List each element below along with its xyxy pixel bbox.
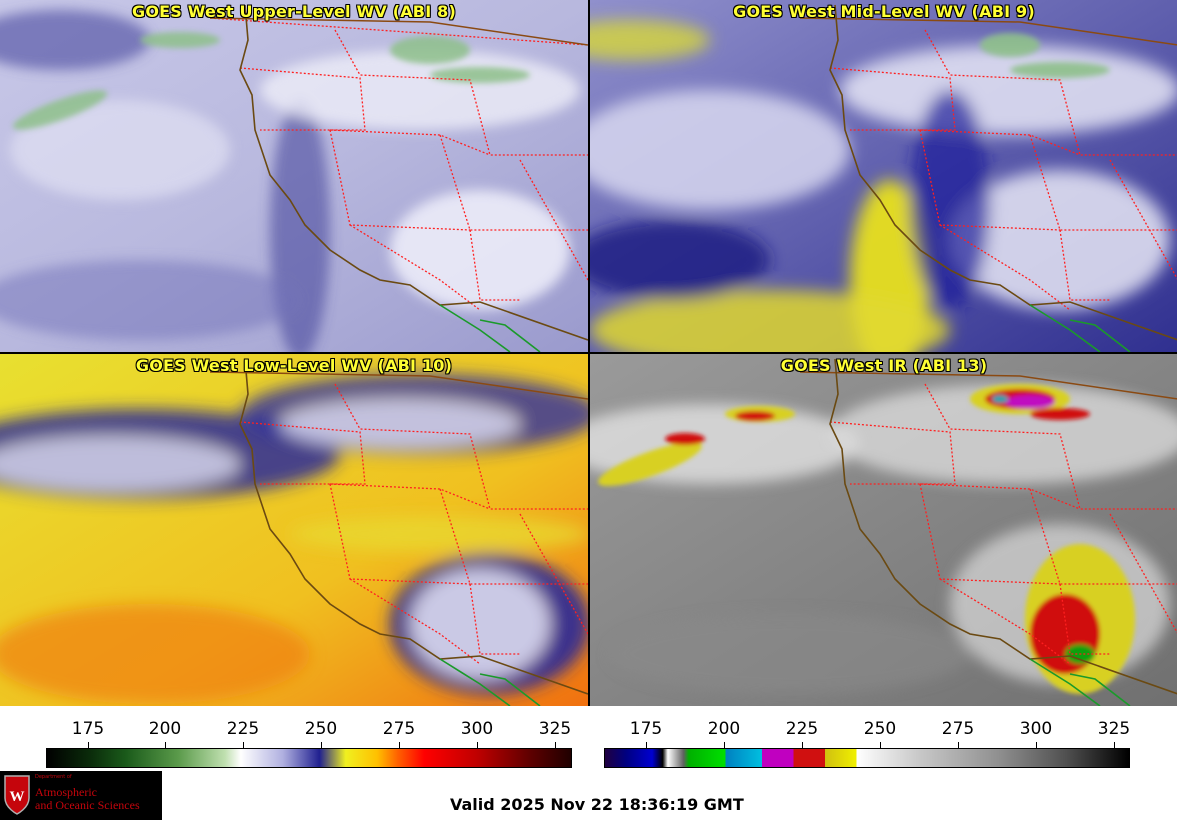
ir-colorbar: 175 200 225 250 275 300 325 bbox=[604, 712, 1134, 772]
uw-crest-icon: W bbox=[4, 775, 30, 815]
upper-level-wv-panel: GOES West Upper-Level WV (ABI 8) bbox=[0, 0, 588, 352]
low-level-wv-image bbox=[0, 354, 588, 706]
panel-divider bbox=[0, 352, 1177, 354]
valid-time-label: Valid 2025 Nov 22 18:36:19 GMT bbox=[450, 795, 744, 814]
mid-level-wv-panel: GOES West Mid-Level WV (ABI 9) bbox=[590, 0, 1177, 352]
colorbar-tick-label: 175 bbox=[71, 719, 105, 739]
colorbar-tick-label: 175 bbox=[629, 719, 663, 739]
colorbar-tick-label: 200 bbox=[707, 719, 741, 739]
colorbar-tick-label: 250 bbox=[304, 719, 338, 739]
mid-level-wv-image bbox=[590, 0, 1177, 352]
low-level-wv-panel: GOES West Low-Level WV (ABI 10) bbox=[0, 354, 588, 706]
uw-aos-logo: W Department of Atmospheric and Oceanic … bbox=[0, 771, 162, 820]
colorbar-tick-label: 200 bbox=[148, 719, 182, 739]
logo-name-text: Atmospheric and Oceanic Sciences bbox=[35, 785, 140, 812]
wv-color-scale bbox=[46, 748, 572, 768]
colorbar-tick-label: 325 bbox=[1097, 719, 1131, 739]
colorbar-tick-label: 300 bbox=[1019, 719, 1053, 739]
colorbar-tick-label: 275 bbox=[382, 719, 416, 739]
upper-level-wv-image bbox=[0, 0, 588, 352]
panel-title: GOES West Mid-Level WV (ABI 9) bbox=[733, 2, 1035, 21]
wv-colorbar: 175 200 225 250 275 300 325 bbox=[46, 712, 576, 772]
ir-color-scale bbox=[604, 748, 1130, 768]
logo-dept-text: Department of bbox=[35, 774, 72, 780]
svg-text:W: W bbox=[10, 789, 25, 805]
panel-title: GOES West Upper-Level WV (ABI 8) bbox=[132, 2, 456, 21]
ir-image bbox=[590, 354, 1177, 706]
colorbar-tick-label: 225 bbox=[226, 719, 260, 739]
colorbar-tick-label: 300 bbox=[460, 719, 494, 739]
colorbar-tick-label: 225 bbox=[785, 719, 819, 739]
ir-panel: GOES West IR (ABI 13) bbox=[590, 354, 1177, 706]
colorbar-tick-label: 325 bbox=[538, 719, 572, 739]
panel-title: GOES West Low-Level WV (ABI 10) bbox=[135, 356, 453, 375]
colorbar-tick-label: 275 bbox=[941, 719, 975, 739]
panel-title: GOES West IR (ABI 13) bbox=[780, 356, 988, 375]
colorbar-tick-label: 250 bbox=[863, 719, 897, 739]
